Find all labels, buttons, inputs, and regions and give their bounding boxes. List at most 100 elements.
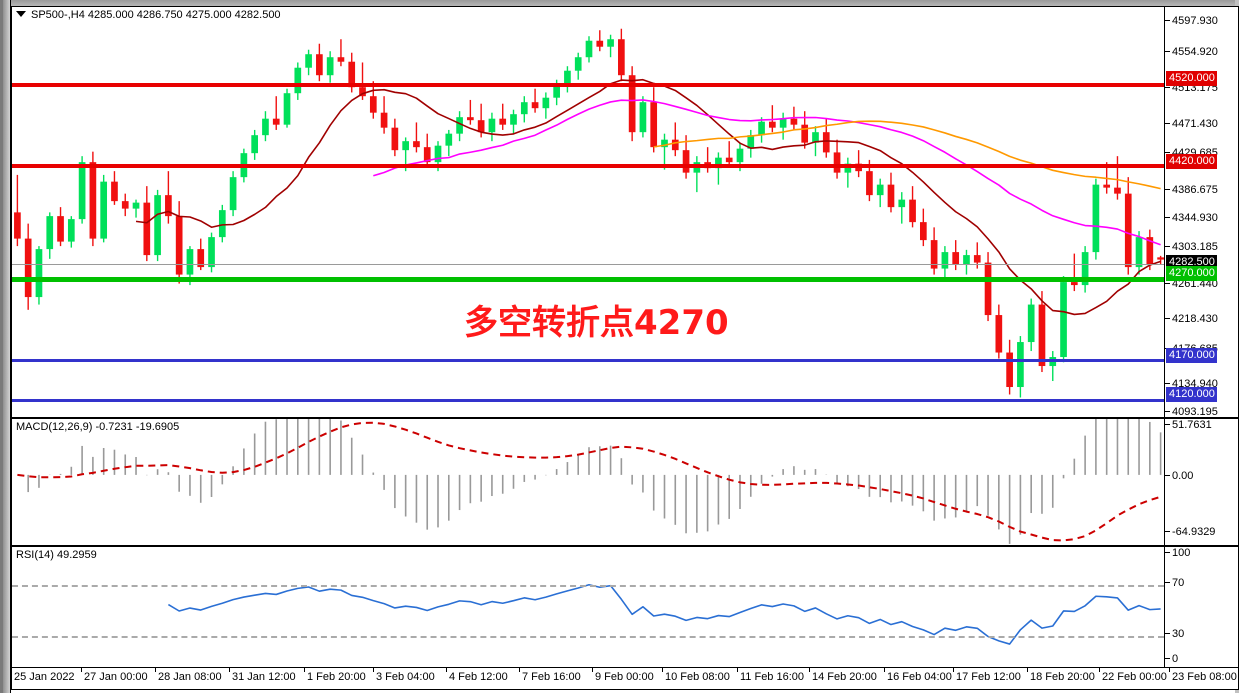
price-tick: 4218.430 (1165, 314, 1218, 325)
rsi-tick-label: 30 (1172, 628, 1185, 640)
time-axis-label: 4 Feb 12:00 (449, 671, 508, 683)
price-tick: 4344.930 (1165, 213, 1218, 224)
time-axis-tick (737, 668, 738, 672)
time-axis-label: 25 Jan 2022 (14, 671, 75, 683)
time-axis-label: 1 Feb 20:00 (307, 671, 366, 683)
price-tick-label: 4597.930 (1172, 15, 1218, 27)
time-axis-label: 9 Feb 00:00 (595, 671, 654, 683)
level-line-current-price[interactable] (12, 264, 1164, 265)
macd-tick-label: 0.00 (1172, 470, 1194, 482)
level-line-4120[interactable] (12, 399, 1164, 402)
macd-pane[interactable]: MACD(12,26,9) -0.7231 -19.6905 51.7631 0.… (11, 418, 1239, 546)
rsi-series (167, 583, 1161, 645)
time-axis-tick (373, 668, 374, 672)
rsi-tick: 100 (1165, 548, 1190, 559)
rsi-tick-label: 70 (1172, 577, 1185, 589)
time-axis-tick (592, 668, 593, 672)
price-tick-label: 4513.175 (1172, 82, 1218, 94)
price-tick-label: 4386.675 (1172, 184, 1218, 196)
rsi-header: RSI(14) 49.2959 (16, 549, 97, 561)
time-axis-label: 7 Feb 16:00 (522, 671, 581, 683)
chart-annotation-text: 多空转折点4270 (464, 303, 729, 343)
time-axis-label: 17 Feb 12:00 (956, 671, 1021, 683)
resistance-4520-label[interactable]: 4520.000 (1166, 71, 1217, 86)
pivot-4270-label[interactable]: 4270.000 (1166, 266, 1217, 281)
time-axis-tick (1027, 668, 1028, 672)
macd-tick-label: -64.9329 (1172, 526, 1216, 538)
rsi-tick-label: 100 (1172, 547, 1191, 559)
macd-header: MACD(12,26,9) -0.7231 -19.6905 (16, 421, 180, 433)
price-tick: 4386.675 (1165, 185, 1218, 196)
macd-series (17, 419, 1162, 544)
price-tick: 4303.185 (1165, 242, 1218, 253)
time-axis-label: 22 Feb 00:00 (1102, 671, 1167, 683)
support-4170-label[interactable]: 4170.000 (1166, 348, 1217, 363)
price-tick: 4261.440 (1165, 279, 1218, 290)
window-top-frame (3, 0, 1239, 8)
support-4120-label[interactable]: 4120.000 (1166, 387, 1217, 402)
price-plot-area[interactable]: 多空转折点4270 (12, 7, 1164, 417)
time-axis-label: 10 Feb 08:00 (665, 671, 730, 683)
time-axis-tick (155, 668, 156, 672)
time-axis[interactable]: 25 Jan 2022 27 Jan 00:00 28 Jan 08:00 31 Ja… (11, 668, 1239, 690)
time-axis-label: 16 Feb 04:00 (887, 671, 952, 683)
rsi-level-70 (12, 585, 1164, 587)
time-axis-tick (446, 668, 447, 672)
time-axis-label: 18 Feb 20:00 (1030, 671, 1095, 683)
price-tick: 4093.195 (1165, 407, 1218, 418)
rsi-tick: 0 (1165, 654, 1178, 665)
rsi-axis: 100 70 30 0 (1164, 547, 1238, 667)
symbol-header: SP500-,H4 4285.000 4286.750 4275.000 428… (16, 9, 281, 21)
price-tick-label: 4554.920 (1172, 46, 1218, 58)
price-tick-label: 4344.930 (1172, 212, 1218, 224)
price-tick: 4471.430 (1165, 119, 1218, 130)
macd-plot-area[interactable] (12, 419, 1164, 545)
time-axis-label: 3 Feb 04:00 (376, 671, 435, 683)
price-tick-label: 4218.430 (1172, 313, 1218, 325)
time-axis-tick (1099, 668, 1100, 672)
time-axis-tick (81, 668, 82, 672)
rsi-plot-area[interactable] (12, 547, 1164, 667)
rsi-tick: 70 (1165, 578, 1184, 589)
price-tick-label: 4303.185 (1172, 241, 1218, 253)
macd-tick: -64.9329 (1165, 527, 1215, 538)
time-axis-tick (519, 668, 520, 672)
time-axis-tick (662, 668, 663, 672)
time-axis-label: 28 Jan 08:00 (158, 671, 222, 683)
price-tick: 4429.685 (1165, 148, 1218, 159)
time-axis-tick (304, 668, 305, 672)
macd-tick-label: 51.7631 (1172, 419, 1212, 431)
price-tick-label: 4471.430 (1172, 118, 1218, 130)
resistance-4420-label[interactable]: 4420.000 (1166, 154, 1217, 169)
time-axis-label: 14 Feb 20:00 (812, 671, 877, 683)
time-axis-label: 23 Feb 08:00 (1172, 671, 1237, 683)
rsi-level-30 (12, 636, 1164, 638)
time-axis-label: 31 Jan 12:00 (232, 671, 296, 683)
price-pane[interactable]: SP500-,H4 4285.000 4286.750 4275.000 428… (11, 6, 1239, 418)
price-axis[interactable]: 4597.930 4554.920 4513.175 4471.430 4429.685… (1164, 7, 1238, 418)
time-axis-tick (11, 668, 12, 672)
time-axis-tick (809, 668, 810, 672)
level-line-4520[interactable] (12, 83, 1164, 87)
time-axis-tick (229, 668, 230, 672)
chevron-down-icon[interactable] (16, 11, 26, 18)
time-axis-tick (884, 668, 885, 672)
time-axis-label: 27 Jan 00:00 (84, 671, 148, 683)
level-line-4270[interactable] (12, 277, 1164, 282)
time-axis-label: 11 Feb 16:00 (740, 671, 805, 683)
rsi-tick: 30 (1165, 629, 1184, 640)
rsi-pane[interactable]: RSI(14) 49.2959 100 70 30 0 (11, 546, 1239, 668)
macd-tick: 51.7631 (1165, 420, 1212, 431)
price-tick-label: 4093.195 (1172, 406, 1218, 418)
window-left-scrollbar[interactable] (3, 0, 11, 693)
macd-tick: 0.00 (1165, 471, 1193, 482)
candlestick-series (14, 28, 1164, 398)
time-axis-tick (1169, 668, 1170, 672)
level-line-4420[interactable] (12, 164, 1164, 168)
price-tick: 4597.930 (1165, 16, 1218, 27)
price-tick: 4554.920 (1165, 47, 1218, 58)
price-tick-label: 4261.440 (1172, 278, 1218, 290)
level-line-4170[interactable] (12, 359, 1164, 362)
price-tick-label: 4429.685 (1172, 147, 1218, 159)
